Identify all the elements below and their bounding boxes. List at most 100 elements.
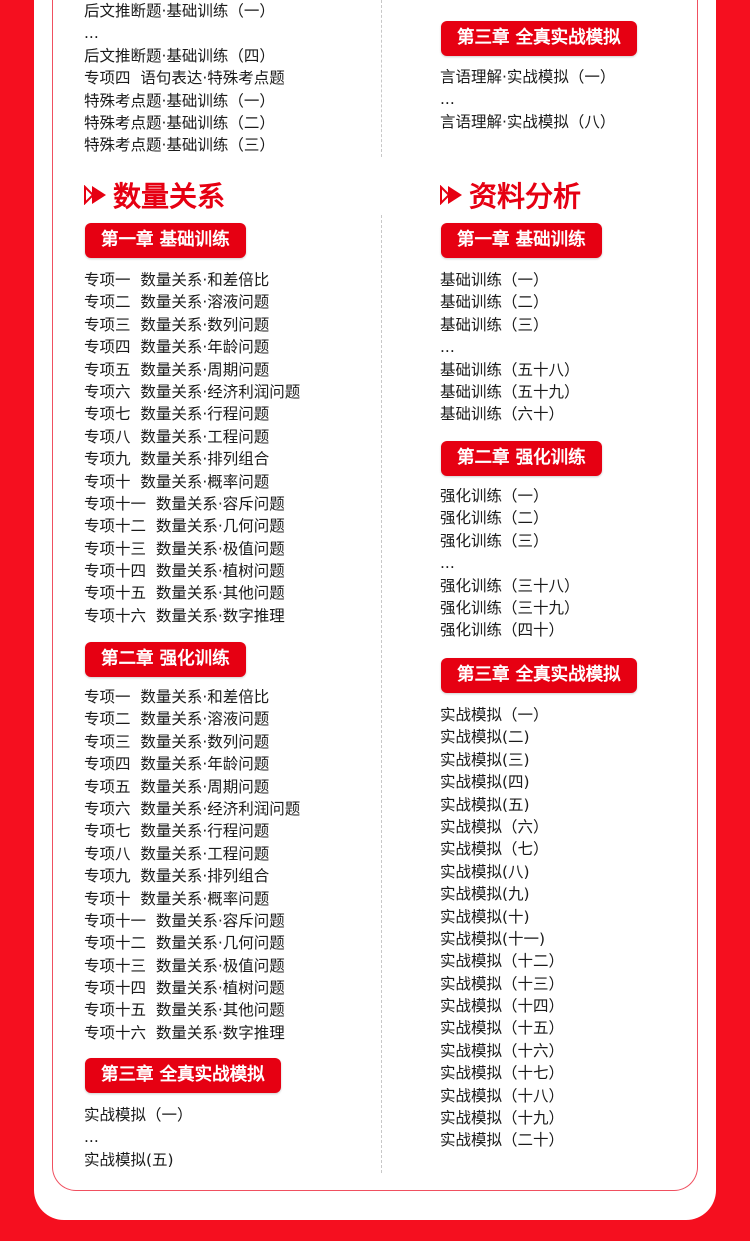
list-item: 专项六 数量关系·经济利润问题 [84, 799, 301, 818]
quant-ch2-list: 专项一 数量关系·和差倍比 专项二 数量关系·溶液问题 专项三 数量关系·数列问题专… [84, 686, 300, 1044]
list-item: 强化训练（三十九） [440, 598, 580, 617]
list-item: 专项二 数量关系·溶液问题 [84, 293, 270, 312]
list-item: 实战模拟（二十） [440, 1131, 565, 1150]
content-panel [34, 0, 716, 1220]
double-play-arrow-icon [84, 185, 106, 205]
list-item: 实战模拟（七） [440, 840, 549, 859]
list-item: 专项十 数量关系·概率问题 [84, 889, 270, 908]
list-item: 专项十一 数量关系·容斥问题 [84, 911, 285, 930]
list-item: 实战模拟(八) [440, 862, 530, 881]
list-item: 实战模拟（一） [84, 1106, 193, 1124]
list-item: 言语理解·实战模拟（一） [440, 68, 616, 86]
list-item: 基础训练（二） [440, 293, 549, 312]
list-item: 专项三 数量关系·数列问题 [84, 315, 270, 334]
list-item: 特殊考点题·基础训练（二） [84, 113, 275, 132]
list-item: 专项四 语句表达·特殊考点题 [84, 69, 285, 88]
chapter-badge: 第三章 全真实战模拟 [441, 658, 637, 693]
section-title: 数量关系 [113, 180, 226, 213]
list-item: 专项十四 数量关系·植树问题 [84, 979, 285, 998]
section-heading-quant: 数量关系 [84, 175, 225, 215]
list-item: 实战模拟(五) [440, 795, 530, 814]
list-item: 专项八 数量关系·工程问题 [84, 427, 270, 446]
data-ch3-list: 实战模拟（一） 实战模拟(二) 实战模拟(三) 实战模拟(四) 实战模拟(五) 实战模拟（… [440, 704, 564, 1152]
list-item: 基础训练（一） [440, 271, 549, 289]
list-item: 专项一 数量关系·和差倍比 [84, 271, 270, 289]
list-item: 专项十六 数量关系·数字推理 [84, 606, 285, 625]
section-title: 资料分析 [469, 180, 582, 213]
list-item: 基础训练（五十九） [440, 382, 580, 401]
list-item: 专项八 数量关系·工程问题 [84, 844, 270, 863]
chapter-badge: 第二章 强化训练 [85, 642, 246, 677]
list-item: 专项十五 数量关系·其他问题 [84, 584, 285, 603]
list-item: 实战模拟(十一) [440, 929, 546, 948]
list-item: ... [440, 90, 455, 109]
list-item: ... [84, 1128, 99, 1147]
list-item: 实战模拟（十八） [440, 1086, 565, 1105]
column-divider [381, 215, 382, 1173]
chapter-badge: 第二章 强化训练 [441, 441, 602, 476]
list-item: 专项四 数量关系·年龄问题 [84, 338, 270, 357]
list-item: 专项五 数量关系·周期问题 [84, 360, 270, 379]
list-item: 专项四 数量关系·年龄问题 [84, 755, 270, 774]
chapter-badge: 第一章 基础训练 [85, 223, 246, 258]
data-ch1-list: 基础训练（一） 基础训练（二） 基础训练（三）... 基础训练（五十八） 基础训练（五十… [440, 269, 580, 426]
list-item: 强化训练（三十八） [440, 576, 580, 595]
list-item: 专项二 数量关系·溶液问题 [84, 710, 270, 729]
list-item: 实战模拟（十六） [440, 1041, 565, 1060]
list-item: 专项三 数量关系·数列问题 [84, 732, 270, 751]
list-item: 实战模拟（十五） [440, 1019, 565, 1038]
list-item: 实战模拟（六） [440, 817, 549, 836]
list-item: 实战模拟(二) [440, 728, 530, 747]
list-item: ... [440, 338, 455, 357]
list-item: 后文推断题·基础训练（一） [84, 2, 275, 20]
list-item: 实战模拟（十二） [440, 952, 565, 971]
list-item: 实战模拟(五) [84, 1150, 174, 1169]
column-divider [381, 0, 382, 157]
chapter-badge: 第三章 全真实战模拟 [85, 1058, 281, 1093]
list-item: 专项九 数量关系·排列组合 [84, 867, 270, 886]
verbal-list-continued: 后文推断题·基础训练（一）... 后文推断题·基础训练（四） 专项四 语句表达·特殊… [84, 0, 285, 157]
list-item: 特殊考点题·基础训练（三） [84, 136, 275, 155]
quant-ch3-list: 实战模拟（一）... 实战模拟(五) [84, 1104, 193, 1171]
list-item: 强化训练（四十） [440, 621, 565, 640]
list-item: 实战模拟（十四） [440, 997, 565, 1016]
contents-frame [52, 0, 698, 1191]
list-item: 专项十四 数量关系·植树问题 [84, 562, 285, 581]
list-item: 实战模拟（一） [440, 706, 549, 724]
list-item: 实战模拟(十) [440, 907, 530, 926]
list-item: 实战模拟(三) [440, 750, 530, 769]
double-play-arrow-icon [440, 185, 462, 205]
chapter-badge: 第三章 全真实战模拟 [441, 21, 637, 56]
list-item: 基础训练（五十八） [440, 360, 580, 379]
list-item: 专项六 数量关系·经济利润问题 [84, 382, 301, 401]
list-item: 基础训练（三） [440, 315, 549, 334]
list-item: 实战模拟(九) [440, 885, 530, 904]
list-item: 专项七 数量关系·行程问题 [84, 405, 270, 424]
list-item: 专项十三 数量关系·极值问题 [84, 956, 285, 975]
list-item: 实战模拟（十三） [440, 974, 565, 993]
list-item: 专项十 数量关系·概率问题 [84, 472, 270, 491]
list-item: 基础训练（六十） [440, 405, 565, 424]
list-item: 专项十一 数量关系·容斥问题 [84, 494, 285, 513]
list-item: 实战模拟（十九） [440, 1109, 565, 1128]
list-item: 专项十六 数量关系·数字推理 [84, 1023, 285, 1042]
list-item: 专项十二 数量关系·几何问题 [84, 517, 285, 536]
list-item: 强化训练（一） [440, 487, 549, 505]
list-item: 专项十五 数量关系·其他问题 [84, 1001, 285, 1020]
section-heading-data-analysis: 资料分析 [440, 175, 581, 215]
list-item: 强化训练（三） [440, 531, 549, 550]
verbal-mock-list: 言语理解·实战模拟（一）... 言语理解·实战模拟（八） [440, 66, 615, 133]
list-item: 专项五 数量关系·周期问题 [84, 777, 270, 796]
list-item: 专项十三 数量关系·极值问题 [84, 539, 285, 558]
list-item: ... [440, 554, 455, 573]
list-item: 实战模拟（十七） [440, 1064, 565, 1083]
list-item: 专项九 数量关系·排列组合 [84, 450, 270, 469]
list-item: 专项十二 数量关系·几何问题 [84, 934, 285, 953]
list-item: 实战模拟(四) [440, 773, 530, 792]
list-item: ... [84, 24, 99, 43]
list-item: 专项一 数量关系·和差倍比 [84, 688, 270, 706]
chapter-badge: 第一章 基础训练 [441, 223, 602, 258]
list-item: 言语理解·实战模拟（八） [440, 112, 616, 131]
list-item: 后文推断题·基础训练（四） [84, 46, 275, 65]
list-item: 特殊考点题·基础训练（一） [84, 91, 275, 110]
